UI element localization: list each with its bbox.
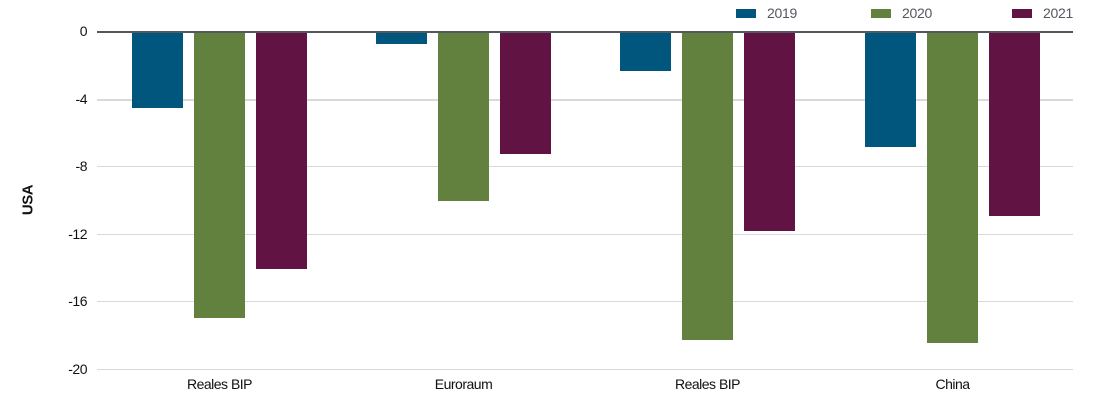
legend-label: 2021 (1043, 5, 1073, 21)
y-tick-label: -20 (68, 361, 87, 377)
gridline (97, 233, 1073, 235)
legend-item-2020: 2020 (871, 5, 932, 21)
legend-label: 2019 (767, 5, 797, 21)
gridline (97, 301, 1073, 303)
bar-2021-3 (989, 32, 1040, 217)
legend-item-2021: 2021 (1012, 5, 1073, 21)
plot-area (97, 31, 1073, 370)
bar-2019-2 (620, 32, 671, 71)
y-tick-label: -12 (68, 225, 87, 242)
bar-2020-0 (194, 32, 245, 318)
legend-item-2019: 2019 (736, 5, 797, 21)
bar-2019-3 (865, 32, 916, 147)
y-tick-label: -4 (75, 90, 88, 107)
x-tick-label: Euroraum (434, 376, 493, 392)
y-axis-title: USA (19, 184, 37, 216)
bar-2019-1 (376, 32, 427, 44)
gridline (97, 166, 1073, 168)
gridline (97, 98, 1073, 101)
bar-2021-1 (500, 32, 551, 154)
x-tick-label: Reales BIP (674, 376, 741, 392)
y-tick-label: -16 (68, 293, 87, 310)
bar-2021-2 (744, 32, 795, 232)
legend-swatch-2019 (736, 8, 756, 18)
bar-2020-3 (927, 32, 978, 343)
x-tick-label: Reales BIP (186, 376, 253, 392)
legend-label: 2020 (902, 5, 932, 21)
legend-swatch-2020 (871, 8, 891, 18)
y-tick-label: 0 (79, 23, 88, 39)
bar-2020-2 (682, 32, 733, 340)
x-tick-label: China (935, 376, 970, 392)
legend-swatch-2021 (1012, 8, 1032, 18)
chart-legend: 2019 2020 2021 (0, 5, 1101, 23)
bar-2021-0 (256, 32, 307, 269)
bar-2020-1 (438, 32, 489, 201)
bar-2019-0 (132, 32, 183, 109)
zero-baseline (97, 31, 1073, 33)
y-tick-label: -8 (75, 158, 88, 175)
gridline (97, 369, 1073, 370)
